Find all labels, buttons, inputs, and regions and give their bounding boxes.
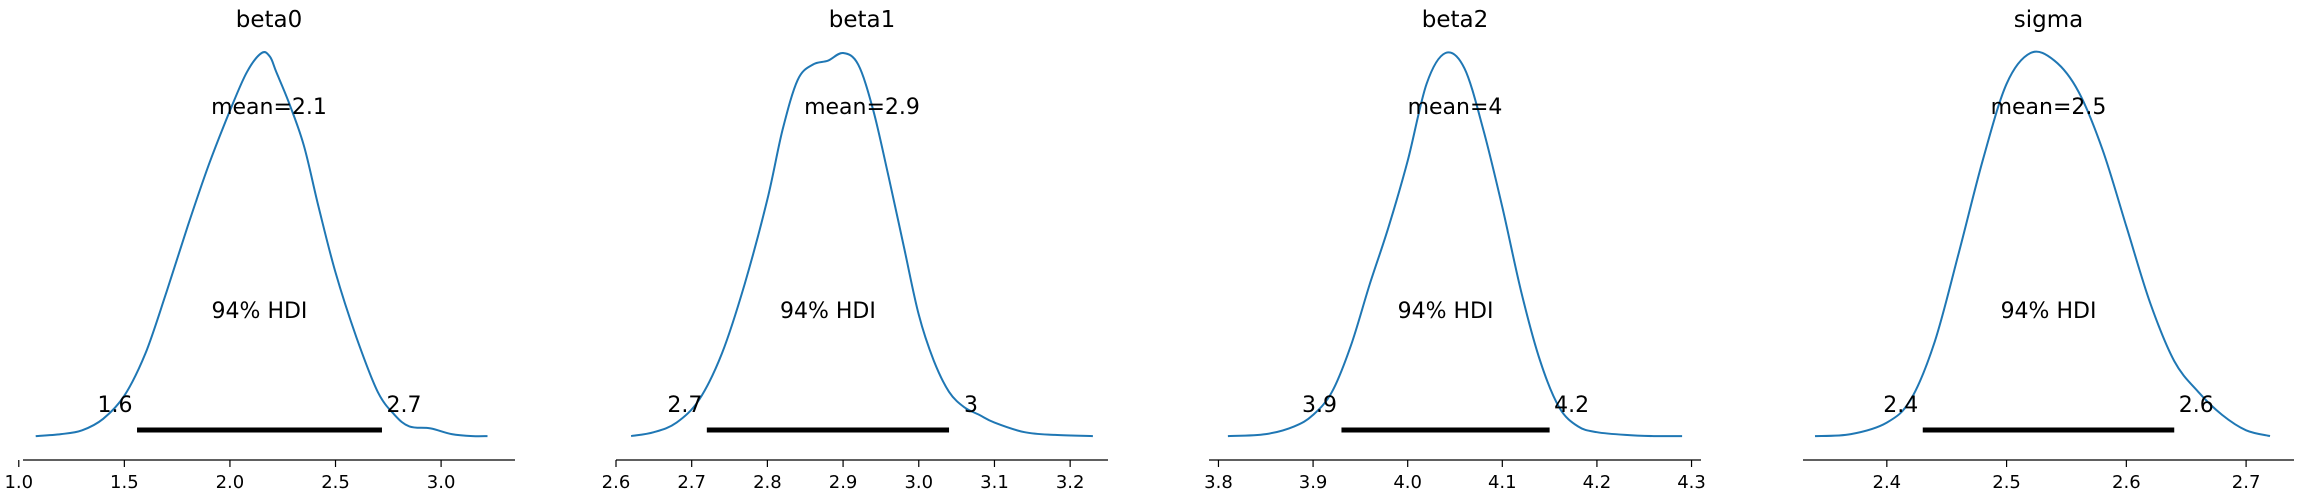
x-tick-label: 2.5 bbox=[1992, 472, 2021, 493]
x-tick-label: 1.0 bbox=[4, 472, 33, 493]
density-curve bbox=[1227, 51, 1683, 438]
panel-title: beta2 bbox=[1422, 7, 1489, 33]
x-tick-label: 2.6 bbox=[602, 472, 631, 493]
panel-title: sigma bbox=[2014, 7, 2083, 33]
hdi-high-label: 2.7 bbox=[386, 393, 421, 418]
x-tick-label: 4.0 bbox=[1393, 472, 1422, 493]
mean-label: mean=2.9 bbox=[804, 95, 920, 120]
hdi-low-label: 1.6 bbox=[98, 393, 133, 418]
hdi-label: 94% HDI bbox=[2001, 299, 2097, 324]
density-curve bbox=[35, 51, 488, 438]
hdi-high-label: 2.6 bbox=[2179, 393, 2214, 418]
hdi-label: 94% HDI bbox=[212, 299, 308, 324]
x-tick-label: 4.2 bbox=[1583, 472, 1612, 493]
x-tick-label: 2.7 bbox=[677, 472, 706, 493]
x-tick-label: 3.9 bbox=[1299, 472, 1328, 493]
posterior-panels: beta0 mean=2.1 94% HDI 1.6 2.7 1.0 1.5 2.0 2.5 3.… bbox=[4, 7, 2294, 493]
mean-label: mean=2.5 bbox=[1991, 95, 2107, 120]
hdi-low-label: 2.4 bbox=[1883, 393, 1918, 418]
x-tick-label: 3.8 bbox=[1204, 472, 1233, 493]
panel-title: beta0 bbox=[236, 7, 303, 33]
x-tick-label: 2.6 bbox=[2112, 472, 2141, 493]
x-tick-label: 2.4 bbox=[1873, 472, 1902, 493]
x-tick-label: 2.7 bbox=[2232, 472, 2261, 493]
x-tick-label: 3.0 bbox=[904, 472, 933, 493]
panel-title: beta1 bbox=[829, 7, 896, 33]
x-tick-label: 1.5 bbox=[110, 472, 139, 493]
x-tick-label: 3.1 bbox=[980, 472, 1009, 493]
hdi-label: 94% HDI bbox=[1398, 299, 1494, 324]
x-tick-label: 2.8 bbox=[753, 472, 782, 493]
mean-label: mean=2.1 bbox=[211, 95, 327, 120]
x-tick-label: 3.0 bbox=[427, 472, 456, 493]
density-curve bbox=[630, 51, 1093, 438]
mean-label: mean=4 bbox=[1408, 95, 1503, 120]
panel-sigma: sigma mean=2.5 94% HDI 2.4 2.6 2.4 2.5 2.6 2.7 bbox=[1803, 7, 2294, 493]
hdi-low-label: 3.9 bbox=[1302, 393, 1337, 418]
x-tick-label: 2.9 bbox=[829, 472, 858, 493]
hdi-high-label: 3 bbox=[964, 393, 978, 418]
hdi-high-label: 4.2 bbox=[1554, 393, 1589, 418]
x-tick-label: 4.3 bbox=[1677, 472, 1706, 493]
density-curve bbox=[1814, 50, 2271, 438]
hdi-low-label: 2.7 bbox=[667, 393, 702, 418]
x-tick-label: 2.0 bbox=[216, 472, 245, 493]
hdi-label: 94% HDI bbox=[780, 299, 876, 324]
x-tick-label: 2.5 bbox=[321, 472, 350, 493]
panel-beta2: beta2 mean=4 94% HDI 3.9 4.2 3.8 3.9 4.0 4.1 4.2 4… bbox=[1204, 7, 1706, 493]
panel-beta0: beta0 mean=2.1 94% HDI 1.6 2.7 1.0 1.5 2.0 2.5 3.… bbox=[4, 7, 515, 493]
panel-beta1: beta1 mean=2.9 94% HDI 2.7 3 2.6 2.7 2.8 2.9 3.0 3… bbox=[602, 7, 1108, 493]
x-tick-label: 4.1 bbox=[1488, 472, 1517, 493]
x-tick-label: 3.2 bbox=[1056, 472, 1085, 493]
